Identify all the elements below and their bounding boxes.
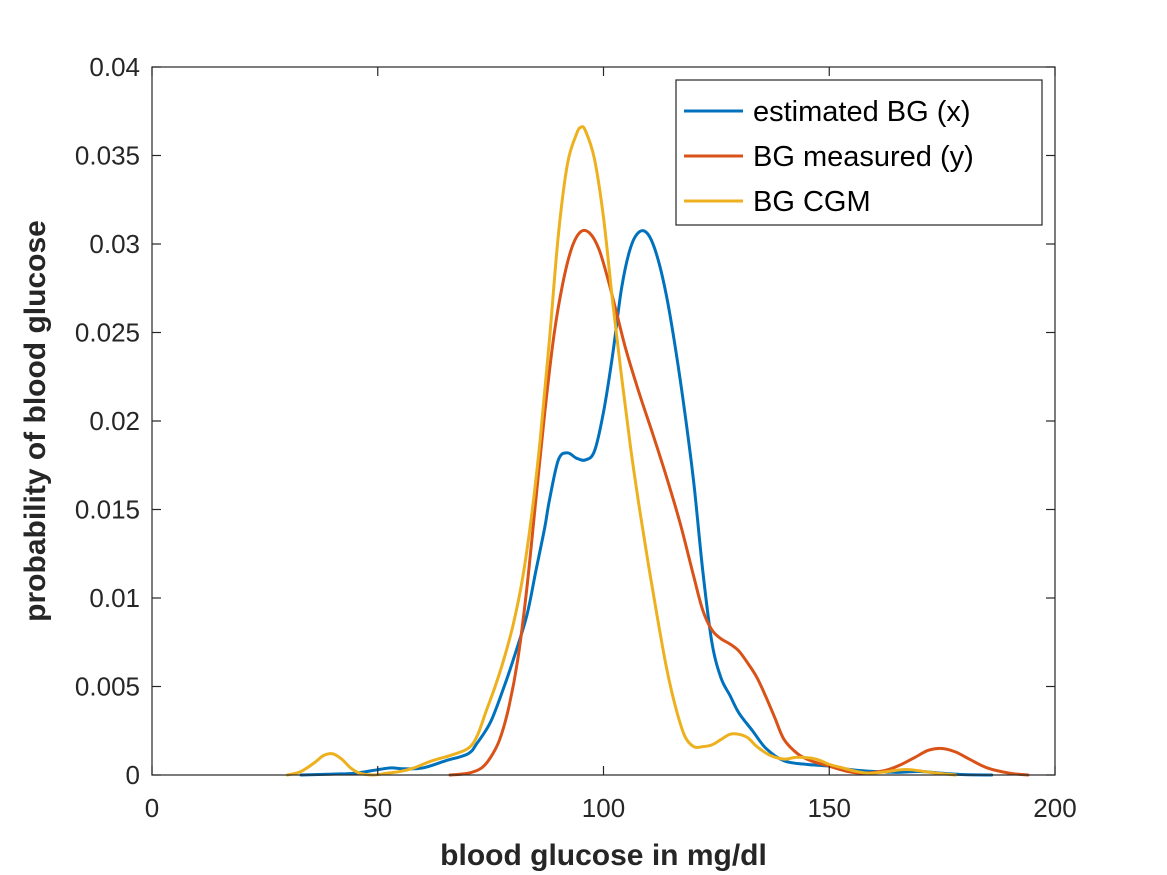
y-tick-label: 0.02 — [89, 406, 140, 436]
x-axis-title: blood glucose in mg/dl — [440, 839, 767, 872]
x-tick-label: 200 — [1033, 793, 1076, 823]
legend-label-3: BG CGM — [753, 186, 871, 218]
y-tick-label: 0.03 — [89, 229, 140, 259]
y-tick-label: 0 — [126, 760, 140, 790]
x-tick-label: 50 — [363, 793, 392, 823]
y-tick-label: 0.04 — [89, 52, 140, 82]
series-line-3 — [285, 125, 958, 777]
x-tick-label: 150 — [808, 793, 851, 823]
x-tick-label: 0 — [145, 793, 159, 823]
series-line-2 — [448, 228, 1030, 777]
y-tick-label: 0.035 — [75, 141, 140, 171]
y-tick-label: 0.015 — [75, 495, 140, 525]
y-axis-title: probability of blood glucose — [19, 220, 52, 622]
y-tick-label: 0.025 — [75, 318, 140, 348]
series-line-1 — [299, 229, 994, 777]
y-tick-label: 0.01 — [89, 583, 140, 613]
x-tick-label: 100 — [582, 793, 625, 823]
legend: estimated BG (x) BG measured (y) BG CGM — [675, 79, 1043, 226]
y-tick-label: 0.005 — [75, 672, 140, 702]
legend-label-2: BG measured (y) — [753, 141, 974, 173]
legend-label-1: estimated BG (x) — [753, 96, 971, 128]
